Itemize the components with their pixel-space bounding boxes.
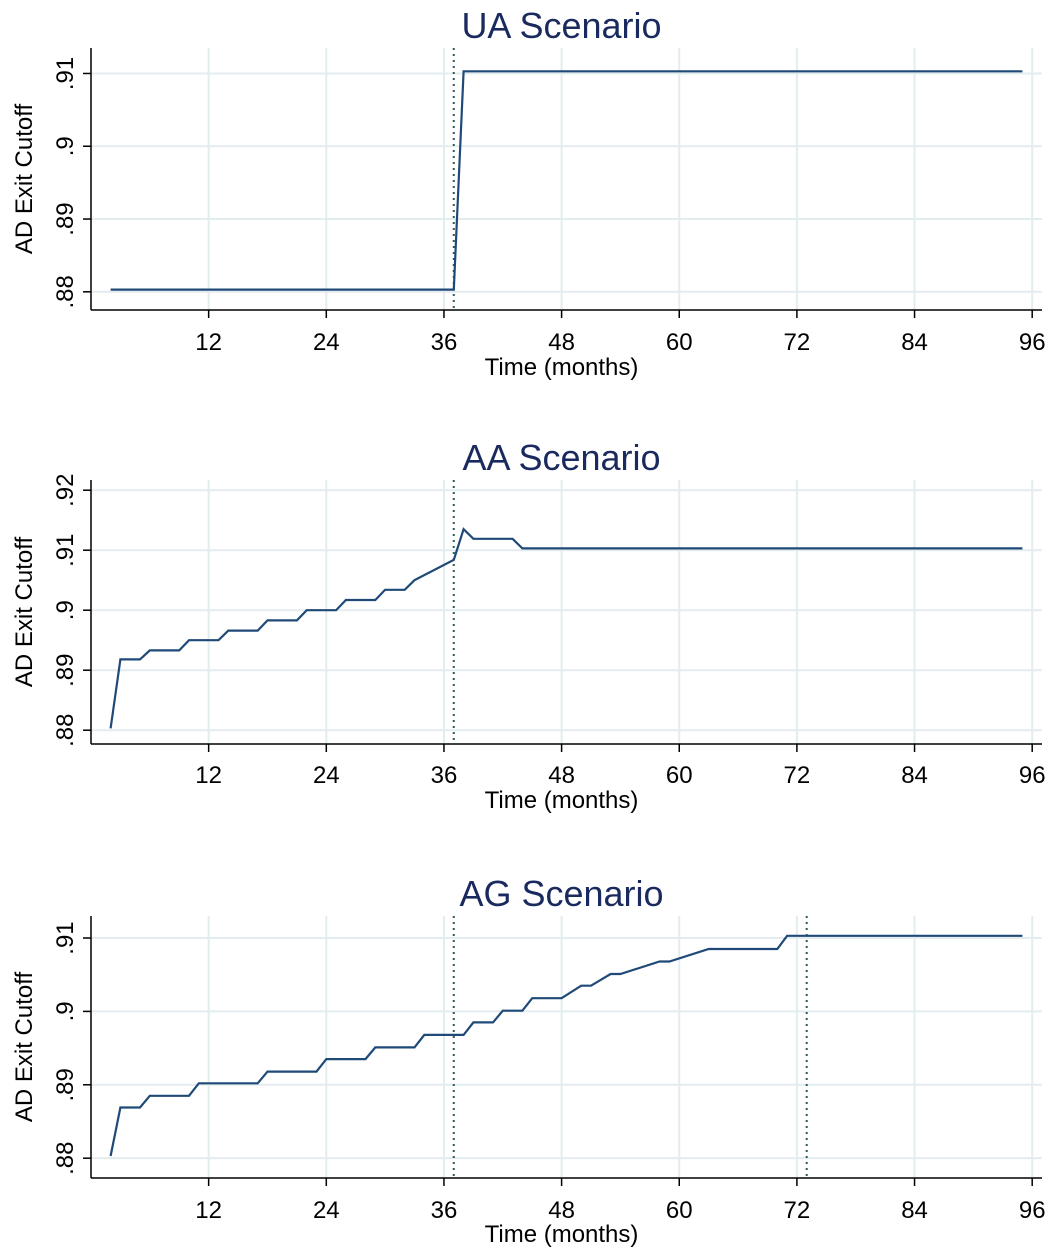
y-tick-label: .88 xyxy=(52,714,79,747)
y-tick-label: .88 xyxy=(52,275,79,308)
y-tick-label: .91 xyxy=(52,57,79,90)
x-tick-label: 12 xyxy=(195,329,222,356)
chart-panel-2: 12 24 36 48 60 72 84 96 .88 .89 .9 .91 .92 AA Scenari… xyxy=(11,437,1046,814)
y-tick-label: .89 xyxy=(52,654,79,687)
series-line xyxy=(110,70,1023,291)
y-tick-label: .88 xyxy=(52,1141,79,1174)
x-tick-label: 72 xyxy=(784,762,811,789)
y-tick-label: .9 xyxy=(52,136,79,156)
chart-title: AA Scenario xyxy=(462,437,660,478)
y-tick-label: .89 xyxy=(52,202,79,235)
x-tick-label: 96 xyxy=(1019,1197,1046,1224)
x-tick-label: 60 xyxy=(666,1197,693,1224)
x-tick-label: 84 xyxy=(901,1197,928,1224)
y-axis-label: AD Exit Cutoff xyxy=(11,537,38,688)
y-axis-label: AD Exit Cutoff xyxy=(11,972,38,1123)
x-tick-label: 24 xyxy=(313,1197,340,1224)
y-tick-label: .91 xyxy=(52,534,79,567)
y-tick-label: .89 xyxy=(52,1068,79,1101)
x-tick-label: 24 xyxy=(313,329,340,356)
y-axis-label: AD Exit Cutoff xyxy=(11,104,38,255)
y-tick-label: .9 xyxy=(52,1001,79,1021)
x-tick-label: 84 xyxy=(901,762,928,789)
x-tick-label: 60 xyxy=(666,329,693,356)
x-tick-label: 60 xyxy=(666,762,693,789)
x-tick-label: 48 xyxy=(548,329,575,356)
y-tick-label: .92 xyxy=(52,474,79,507)
chart-title: AG Scenario xyxy=(459,873,663,914)
x-tick-label: 48 xyxy=(548,1197,575,1224)
x-tick-label: 12 xyxy=(195,762,222,789)
x-tick-label: 96 xyxy=(1019,762,1046,789)
chart-title: UA Scenario xyxy=(461,5,661,46)
series-line xyxy=(109,527,1023,729)
x-tick-label: 84 xyxy=(901,329,928,356)
x-tick-label: 36 xyxy=(431,1197,458,1224)
y-tick-label: .9 xyxy=(52,600,79,620)
chart-panel-3: 12 24 36 48 60 72 84 96 .88 .89 .9 .91 AG Scenario Ti… xyxy=(11,873,1046,1248)
x-tick-label: 48 xyxy=(548,762,575,789)
y-tick-label: .91 xyxy=(52,921,79,954)
x-tick-label: 12 xyxy=(195,1197,222,1224)
chart-panel-1: 12 24 36 48 60 72 84 96 .88 .89 .9 .91 UA Scenario Ti… xyxy=(11,5,1046,381)
x-axis-label: Time (months) xyxy=(485,787,639,814)
x-tick-label: 96 xyxy=(1019,329,1046,356)
x-axis-label: Time (months) xyxy=(485,1221,639,1248)
x-tick-label: 36 xyxy=(431,762,458,789)
x-tick-label: 36 xyxy=(431,329,458,356)
x-tick-label: 24 xyxy=(313,762,340,789)
series-line xyxy=(109,934,1023,1157)
x-tick-label: 72 xyxy=(784,1197,811,1224)
x-axis-label: Time (months) xyxy=(485,354,639,381)
x-tick-label: 72 xyxy=(784,329,811,356)
